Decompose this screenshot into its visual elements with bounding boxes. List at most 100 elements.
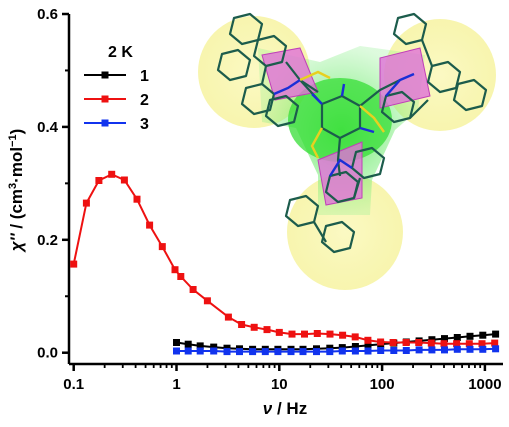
- y-tick-label: 0.6: [37, 6, 58, 23]
- series-2-point: [313, 330, 321, 337]
- series-3-point: [390, 347, 398, 354]
- series-2-point: [301, 330, 308, 338]
- y-tick-label: 0.4: [37, 119, 59, 136]
- series-2-point: [440, 340, 448, 348]
- series-1-point: [210, 343, 218, 351]
- series-3-point: [249, 348, 257, 356]
- series-2-point: [224, 313, 232, 321]
- legend-label: 2: [140, 92, 149, 109]
- series-2-point: [171, 266, 179, 274]
- series-2-line: [72, 173, 495, 345]
- series-3: [173, 345, 500, 356]
- series-2-point: [263, 326, 271, 334]
- series-2-point: [82, 199, 90, 207]
- series-2-point: [275, 328, 283, 336]
- series-3-point: [313, 348, 320, 356]
- series-2-point: [250, 323, 258, 331]
- inset-heteroatom-bonds: [273, 70, 415, 177]
- series-1-point: [364, 341, 372, 349]
- series-2-point: [377, 338, 385, 346]
- series-2-point: [146, 221, 154, 229]
- y-tick-label: 0.0: [37, 345, 58, 362]
- series-2-point: [326, 330, 334, 338]
- series-2-point: [120, 176, 128, 184]
- y-axis-title: χ'' / (cm3·mol−1): [7, 129, 26, 254]
- legend-swatch-marker: [101, 119, 109, 127]
- series-2-point: [402, 339, 410, 346]
- x-tick-label: 10: [271, 376, 288, 393]
- legend: 2 K 1 2 3: [84, 44, 149, 133]
- legend-label: 1: [140, 68, 149, 85]
- series-1-point: [453, 334, 461, 341]
- x-axis-ticks: 0.1 1 10 100 1000: [63, 364, 502, 393]
- series-3-point: [287, 348, 295, 356]
- y-axis-title-symbol: χ'': [7, 232, 26, 253]
- y-tick-label: 0.2: [37, 232, 58, 249]
- series-2-point: [108, 170, 116, 178]
- series-3-point: [479, 345, 487, 353]
- molecule-structure-inset: [198, 12, 496, 290]
- series-1-point: [479, 331, 487, 339]
- y-axis-title-mid: ·mol: [7, 147, 26, 183]
- series-2-point: [288, 330, 296, 338]
- series-1-point: [351, 343, 359, 350]
- series-3-point: [236, 348, 243, 356]
- series-3-point: [466, 345, 474, 353]
- series-1-point: [196, 342, 204, 350]
- series-1-point: [173, 339, 180, 346]
- legend-swatch-marker: [101, 71, 109, 79]
- series-3-point: [274, 348, 282, 356]
- y-axis-title-end: ): [7, 129, 26, 135]
- series-2-point: [95, 177, 103, 184]
- series-2-point: [158, 243, 166, 251]
- series-3-point: [492, 345, 500, 353]
- series-3-point: [326, 348, 334, 356]
- series-2-point: [133, 195, 141, 203]
- series-2-point: [189, 286, 197, 293]
- series-2-point: [70, 260, 78, 268]
- series-3-point: [351, 347, 359, 355]
- x-tick-label: 100: [370, 376, 395, 393]
- y-axis-title-sup2: −1: [7, 134, 19, 147]
- legend-title: 2 K: [108, 44, 133, 61]
- series-3-point: [428, 346, 436, 354]
- y-axis-title-sup1: 3: [7, 183, 19, 189]
- series-2-point: [427, 339, 435, 347]
- series-2-point: [238, 321, 246, 328]
- series-1-point: [492, 330, 500, 338]
- series-2-point: [351, 333, 359, 341]
- series-2-point: [453, 340, 461, 348]
- series-3-point: [210, 347, 218, 355]
- legend-swatch-marker: [101, 95, 109, 103]
- series-2-point: [203, 297, 211, 305]
- series-2-point: [415, 339, 423, 346]
- series-3-point: [299, 348, 307, 356]
- series-1-point: [184, 340, 192, 348]
- series-2-point: [478, 340, 486, 348]
- series-1-point: [466, 332, 474, 340]
- series-2-point: [465, 340, 473, 348]
- x-axis-title-unit: / Hz: [272, 399, 307, 418]
- series-2-point: [389, 339, 397, 346]
- x-axis-title-symbol: ν: [263, 399, 273, 418]
- series-3-point: [402, 347, 410, 354]
- series-2: [70, 170, 499, 348]
- series-3-point: [223, 348, 231, 356]
- series-3-point: [184, 347, 192, 355]
- series-3-point: [173, 347, 180, 355]
- x-axis-title: ν / Hz: [263, 399, 307, 418]
- series-2-point: [364, 336, 372, 344]
- series-3-point: [364, 347, 372, 355]
- y-axis-ticks: 0.0 0.2 0.4 0.6: [37, 6, 69, 362]
- series-2-point: [339, 331, 347, 339]
- x-tick-label: 1000: [468, 376, 501, 393]
- series-layer: [70, 170, 500, 356]
- series-3-point: [377, 347, 385, 354]
- series-1-point: [441, 335, 448, 343]
- series-3-point: [415, 346, 423, 354]
- legend-label: 3: [140, 116, 149, 133]
- series-3-point: [261, 348, 269, 356]
- series-3-point: [196, 347, 204, 355]
- series-2-point: [491, 339, 499, 347]
